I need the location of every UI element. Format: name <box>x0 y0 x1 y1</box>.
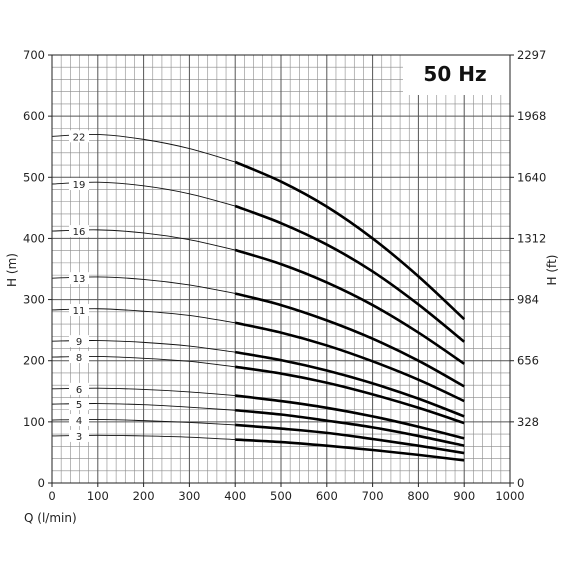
curve-5-operating-range <box>235 408 465 447</box>
x-tick-label: 300 <box>178 489 200 503</box>
y-tick-label: 0 <box>38 476 45 490</box>
y-axis-title: H (m) <box>5 253 19 287</box>
curve-label-background <box>69 225 89 238</box>
x-tick-label: 1000 <box>495 489 524 503</box>
badge-background <box>403 53 510 95</box>
grid-major <box>52 55 510 483</box>
performance-curves <box>51 133 466 462</box>
y-tick-label: 400 <box>23 231 45 245</box>
curve-label-background <box>69 272 89 285</box>
curve-label-13: 13 <box>73 274 86 285</box>
curve-13-operating-range <box>234 292 465 388</box>
y2-tick-label: 1312 <box>517 231 546 245</box>
x-tick-label: 200 <box>133 489 155 503</box>
curve-label-8: 8 <box>76 353 82 364</box>
x-tick-label: 500 <box>270 489 292 503</box>
y2-axis-ticks: 0 328 656 984 1312 1640 1968 2297 <box>510 48 546 490</box>
y-tick-label: 600 <box>23 109 45 123</box>
curve-label-background <box>69 429 89 442</box>
y-tick-label: 300 <box>23 293 45 307</box>
curve-label-19: 19 <box>73 180 86 191</box>
y2-tick-label: 984 <box>517 293 539 307</box>
y2-tick-label: 0 <box>517 476 524 490</box>
curve-label-9: 9 <box>76 337 82 348</box>
y-tick-label: 700 <box>23 48 45 62</box>
curve-label-background <box>69 382 89 395</box>
curve-label-16: 16 <box>73 227 86 238</box>
x-tick-label: 100 <box>87 489 109 503</box>
x-tick-label: 600 <box>316 489 338 503</box>
curve-label-4: 4 <box>76 416 82 427</box>
curve-label-background <box>69 398 89 411</box>
y2-axis-title: H (ft) <box>545 255 559 286</box>
x-tick-label: 400 <box>224 489 246 503</box>
x-tick-label: 0 <box>48 489 55 503</box>
curve-4-operating-range <box>235 423 465 455</box>
curve-label-5: 5 <box>76 400 82 411</box>
curve-label-3: 3 <box>76 432 82 443</box>
x-tick-label: 700 <box>362 489 384 503</box>
y2-tick-label: 1640 <box>517 170 546 184</box>
y-tick-label: 500 <box>23 170 45 184</box>
x-axis-title: Q (l/min) <box>24 511 77 525</box>
y2-tick-label: 328 <box>517 415 539 429</box>
y-tick-label: 200 <box>23 354 45 368</box>
curve-22-operating-range <box>234 160 466 321</box>
curve-label-background <box>69 351 89 364</box>
y-tick-label: 100 <box>23 415 45 429</box>
curve-6-operating-range <box>235 394 465 440</box>
curve-label-background <box>69 414 89 427</box>
y2-tick-label: 656 <box>517 354 539 368</box>
curve-8-operating-range <box>235 365 465 425</box>
curve-11-operating-range <box>234 321 465 403</box>
curve-3-operating-range <box>235 438 465 462</box>
x-axis-ticks: 0 100 200 300 400 500 600 700 800 900 1000 <box>48 483 525 503</box>
y2-tick-label: 1968 <box>517 109 546 123</box>
curve-label-22: 22 <box>73 132 86 143</box>
x-tick-label: 800 <box>407 489 429 503</box>
curve-label-background <box>69 178 89 191</box>
curve-label-11: 11 <box>73 306 86 317</box>
x-tick-label: 900 <box>453 489 475 503</box>
curve-16-operating-range <box>234 248 465 365</box>
curve-9-operating-range <box>234 350 465 418</box>
curve-labels: 22 19 16 13 11 9 8 6 5 4 3 <box>69 130 89 443</box>
curve-label-6: 6 <box>76 385 82 396</box>
curve-label-background <box>69 130 89 143</box>
curve-label-background <box>69 335 89 348</box>
y2-tick-label: 2297 <box>517 48 546 62</box>
badge-label: 50 Hz <box>423 62 486 86</box>
frequency-badge: 50 Hz <box>403 53 510 95</box>
y-axis-ticks: 0 100 200 300 400 500 600 700 <box>23 48 52 490</box>
curve-19-operating-range <box>234 204 466 343</box>
curve-label-background <box>69 303 89 316</box>
